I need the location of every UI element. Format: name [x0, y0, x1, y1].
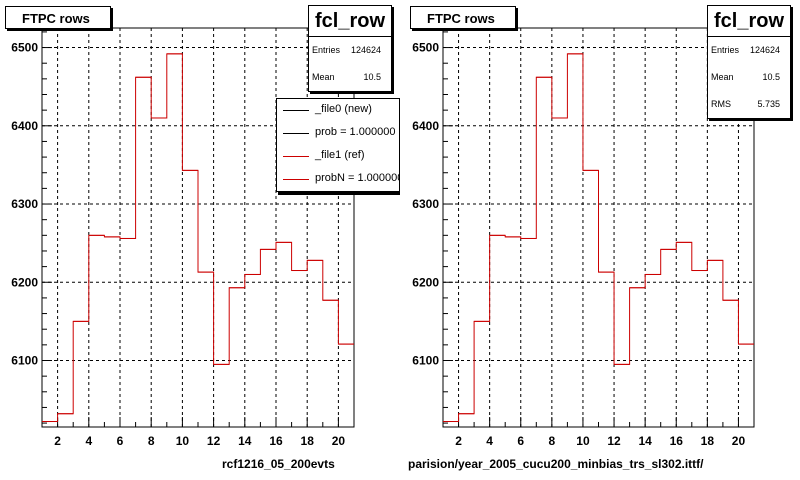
x-tick-label: 2	[455, 434, 462, 448]
stats-row-rms: RMS 5.735	[708, 91, 790, 118]
y-tick-label: 6300	[412, 197, 439, 211]
stats-value: 10.5	[363, 72, 381, 82]
y-tick-label: 6300	[11, 197, 38, 211]
legend-label: _file0 (new)	[315, 103, 372, 115]
legend-entry-probn: probN = 1.000000	[277, 168, 399, 191]
x-tick-label: 14	[638, 434, 652, 448]
stats-label: Mean	[312, 72, 335, 82]
stats-label: Entries	[711, 45, 740, 55]
file-label: parision/year_2005_cucu200_minbias_trs_s…	[408, 457, 704, 471]
x-tick-label: 20	[332, 434, 346, 448]
x-tick-label: 18	[301, 434, 315, 448]
histogram-pad-right: 2 4 6 8 10 12 14 16 18 20 6100 6200 6300 6400 6500 FTP…	[400, 0, 800, 480]
x-tick-label: 16	[670, 434, 684, 448]
stats-value: 5.735	[757, 99, 780, 109]
histogram-canvas-right: 2 4 6 8 10 12 14 16 18 20 6100 6200 6300 6400 6500	[412, 27, 755, 448]
stats-histogram-name: fcl_row	[708, 6, 790, 37]
y-tick-label: 6400	[412, 119, 439, 133]
y-tick-label: 6500	[412, 41, 439, 55]
x-tick-label: 10	[576, 434, 590, 448]
stats-row-entries: Entries 124624	[708, 37, 790, 64]
x-tick-label: 2	[54, 434, 61, 448]
x-tick-label: 6	[117, 434, 124, 448]
legend-box: _file0 (new) prob = 1.000000 _file1 (ref…	[276, 98, 400, 192]
legend-label: probN = 1.000000	[315, 172, 400, 184]
y-tick-label: 6500	[11, 41, 38, 55]
legend-label: prob = 1.000000	[315, 126, 396, 138]
stats-row-mean: Mean 10.5	[309, 64, 391, 91]
x-tick-label: 12	[207, 434, 221, 448]
histogram-canvas-left: 2 4 6 8 10 12 14 16 18 20 6100 6200 6300 6400 6500	[11, 27, 355, 448]
pad-title: FTPC rows	[5, 6, 111, 29]
legend-entry-prob: prob = 1.000000	[277, 122, 399, 145]
stats-value: 124624	[749, 45, 780, 55]
file-label: rcf1216_05_200evts	[222, 457, 335, 471]
y-tick-label: 6100	[412, 354, 439, 368]
legend-line-swatch	[283, 133, 309, 134]
stats-row-entries: Entries 124624	[309, 37, 391, 64]
legend-line-swatch	[283, 110, 309, 111]
stats-box: fcl_row Entries 124624 Mean 10.5 RMS 5.7…	[707, 5, 791, 119]
stats-row-mean: Mean 10.5	[708, 64, 790, 91]
x-tick-label: 18	[701, 434, 715, 448]
y-tick-label: 6200	[412, 275, 439, 289]
stats-box: fcl_row Entries 124624 Mean 10.5	[308, 5, 392, 92]
stats-label: Mean	[711, 72, 734, 82]
legend-label: _file1 (ref)	[315, 149, 365, 161]
legend-line-swatch	[283, 156, 309, 157]
histogram-pad-left: 2 4 6 8 10 12 14 16 18 20 6100 6200 6300 6400 6500 FTP…	[5, 5, 400, 471]
x-tick-label: 12	[607, 434, 621, 448]
stats-label: RMS	[711, 99, 731, 109]
y-tick-label: 6200	[11, 275, 38, 289]
x-tick-label: 8	[148, 434, 155, 448]
x-tick-label: 8	[549, 434, 556, 448]
x-tick-label: 10	[176, 434, 190, 448]
legend-line-swatch	[283, 179, 309, 180]
stats-label: Entries	[312, 45, 341, 55]
stats-value: 10.5	[762, 72, 780, 82]
x-tick-label: 4	[486, 434, 493, 448]
pad-title: FTPC rows	[410, 6, 516, 29]
y-tick-label: 6400	[11, 119, 38, 133]
x-tick-label: 6	[517, 434, 524, 448]
stats-histogram-name: fcl_row	[309, 6, 391, 37]
legend-entry-new: _file0 (new)	[277, 99, 399, 122]
y-tick-label: 6100	[11, 354, 38, 368]
x-tick-label: 16	[269, 434, 283, 448]
x-tick-label: 20	[732, 434, 746, 448]
stats-value: 124624	[350, 45, 381, 55]
x-tick-label: 14	[238, 434, 252, 448]
legend-entry-ref: _file1 (ref)	[277, 145, 399, 168]
x-tick-label: 4	[85, 434, 92, 448]
